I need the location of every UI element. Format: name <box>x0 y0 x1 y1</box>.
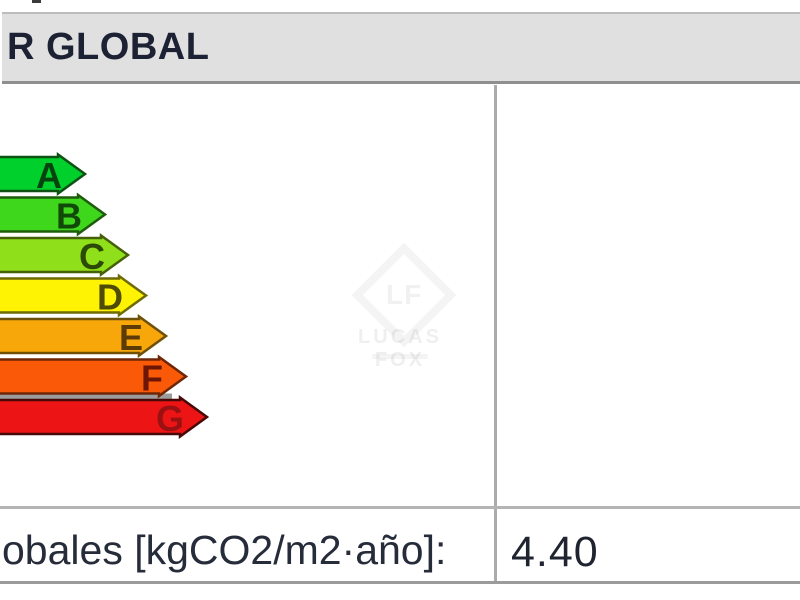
section-header: R GLOBAL <box>2 12 800 84</box>
section-title: R GLOBAL <box>7 26 210 68</box>
watermark-logo-text: LF <box>385 279 423 310</box>
rating-band-g <box>0 395 210 439</box>
table-column-divider <box>494 85 497 583</box>
rating-band-b <box>0 192 108 237</box>
watermark-name: LUCAS FOX <box>358 326 442 371</box>
watermark-subline <box>372 354 428 359</box>
watermark: LF LUCAS FOX <box>330 238 470 371</box>
rating-band-d <box>0 273 149 318</box>
rating-band-a <box>0 152 88 196</box>
emissions-value: 4.40 <box>511 528 599 576</box>
result-row-bottom-border <box>0 581 800 584</box>
rating-letter-g: G <box>156 398 184 439</box>
cropped-content-mark <box>32 0 41 3</box>
rating-band-f <box>0 354 189 399</box>
rating-letter-b: B <box>56 196 82 237</box>
rating-band-e <box>0 314 169 358</box>
result-row-top-border <box>0 506 800 509</box>
emissions-label: obales [kgCO2/m2·año]: <box>2 527 447 573</box>
rating-letter-d: D <box>97 277 123 318</box>
rating-band-c <box>0 233 131 277</box>
rating-letter-e: E <box>119 317 143 358</box>
rating-letter-a: A <box>36 155 62 196</box>
rating-letter-f: F <box>141 358 163 399</box>
rating-letter-c: C <box>79 236 105 277</box>
